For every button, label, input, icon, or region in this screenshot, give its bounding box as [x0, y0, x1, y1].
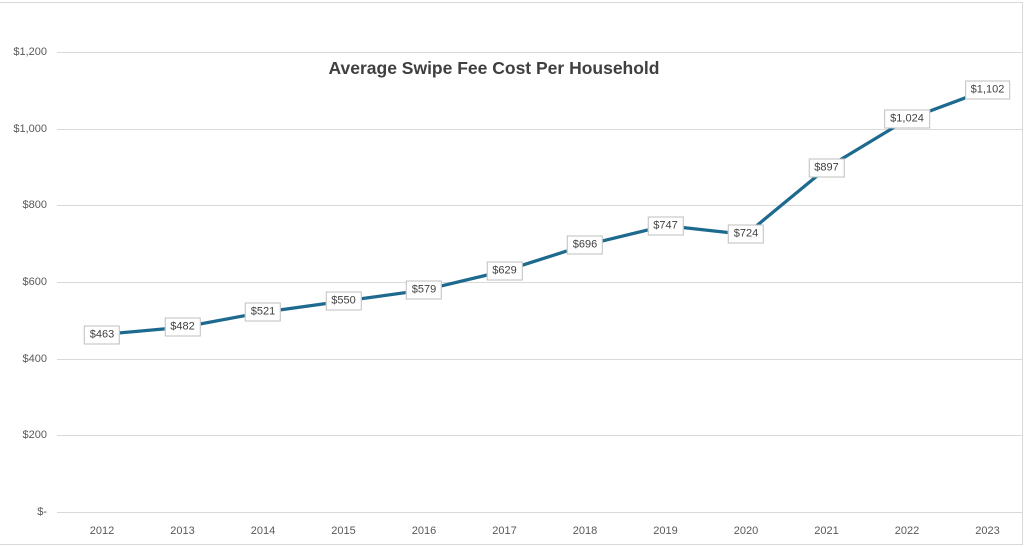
data-label: $521: [244, 302, 282, 322]
x-axis-tick-label: 2019: [653, 525, 678, 537]
data-label: $463: [83, 325, 121, 345]
data-label: $1,024: [884, 109, 930, 129]
data-label: $1,102: [964, 80, 1011, 100]
data-label: $579: [405, 280, 443, 300]
data-label: $897: [808, 158, 845, 178]
y-axis-tick-label: $800: [22, 199, 47, 212]
x-axis-tick-label: 2013: [170, 525, 195, 537]
x-axis-tick-label: 2020: [733, 525, 759, 537]
data-label: $550: [325, 291, 362, 311]
y-axis-tick-label: $1,200: [13, 46, 47, 58]
x-axis-tick-label: 2018: [572, 525, 598, 537]
x-axis-tick-label: 2022: [894, 525, 920, 537]
data-label: $482: [164, 317, 201, 337]
y-axis-tick-label: $600: [22, 276, 47, 288]
data-label: $724: [727, 224, 765, 244]
y-axis-tick-label: $200: [22, 429, 47, 442]
x-axis-tick-label: 2015: [331, 525, 356, 537]
data-label: $629: [486, 261, 523, 281]
y-axis-tick-label: $1,000: [13, 122, 47, 135]
y-axis-tick-label: $-: [37, 506, 47, 518]
x-axis-tick-label: 2023: [975, 525, 1000, 537]
x-axis-tick-label: 2021: [814, 525, 839, 537]
series-line: [100, 87, 990, 337]
data-label: $696: [566, 235, 604, 255]
x-axis-tick-label: 2012: [89, 525, 115, 537]
x-axis-tick-label: 2016: [411, 525, 437, 537]
data-label: $747: [647, 216, 684, 236]
y-axis-tick-label: $400: [22, 352, 47, 365]
chart-title: Average Swipe Fee Cost Per Household: [328, 58, 660, 78]
x-axis-tick-label: 2017: [492, 525, 517, 537]
x-axis-tick-label: 2014: [250, 525, 276, 537]
